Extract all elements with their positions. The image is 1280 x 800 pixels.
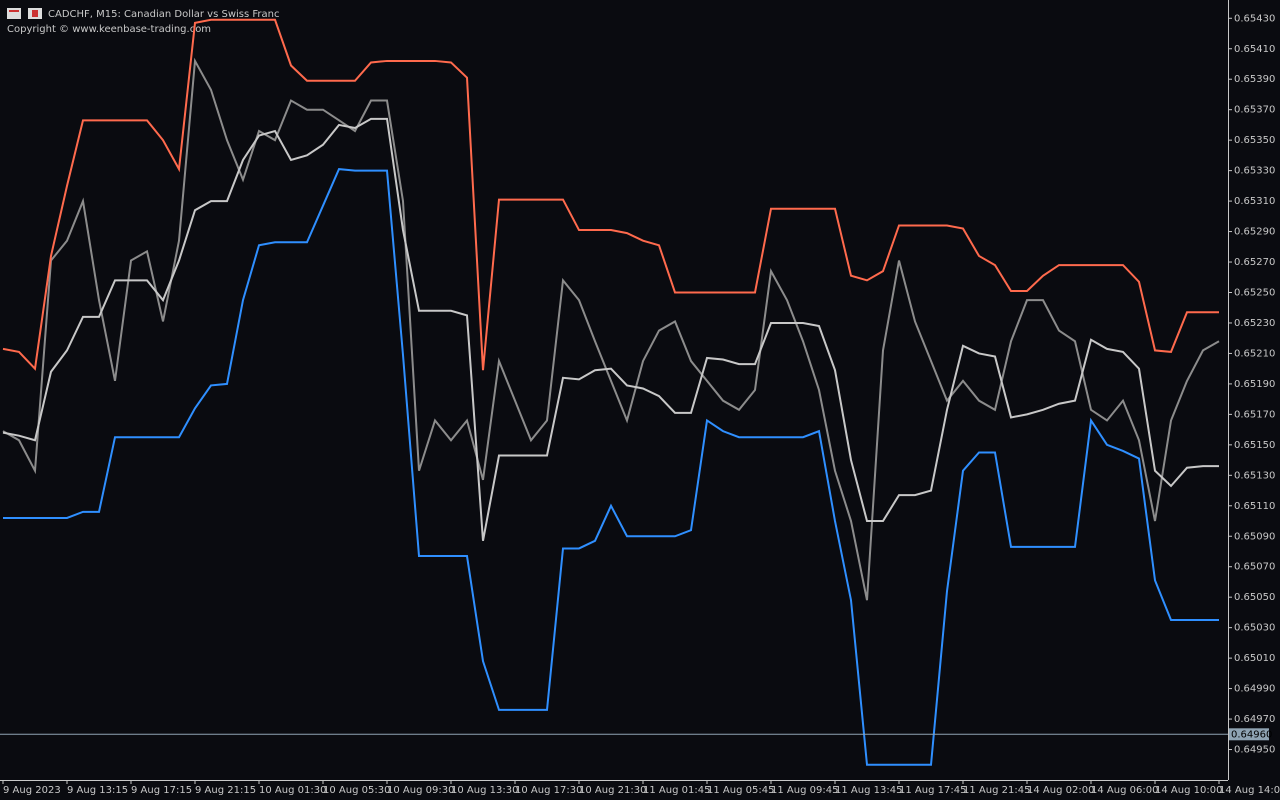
- x-tick-label: 14 Aug 14:00: [1219, 785, 1280, 796]
- y-tick-label: 0.65250: [1234, 288, 1275, 299]
- flag-icon: [7, 8, 21, 19]
- x-tick-label: 10 Aug 17:30: [515, 785, 582, 796]
- y-tick-label: 0.65170: [1234, 409, 1275, 420]
- y-tick-label: 0.65350: [1234, 135, 1275, 146]
- x-tick-label: 11 Aug 05:45: [707, 785, 774, 796]
- y-tick-label: 0.65190: [1234, 379, 1275, 390]
- series-line: [2, 57, 1220, 601]
- y-tick-label: 0.65290: [1234, 227, 1275, 238]
- y-tick-label: 0.65070: [1234, 562, 1275, 573]
- y-tick-label: 0.65390: [1234, 74, 1275, 85]
- price-label-box: [1229, 728, 1269, 741]
- y-tick-label: 0.64970: [1234, 714, 1275, 725]
- x-tick-label: 14 Aug 10:00: [1155, 785, 1222, 796]
- y-tick-label: 0.65010: [1234, 653, 1275, 664]
- x-tick-label: 14 Aug 06:00: [1091, 785, 1158, 796]
- x-tick-label: 11 Aug 09:45: [771, 785, 838, 796]
- series-line: [3, 168, 1219, 766]
- x-tick-label: 14 Aug 02:00: [1027, 785, 1094, 796]
- price-label: 0.64960: [1231, 729, 1272, 740]
- y-tick-label: 0.65230: [1234, 318, 1275, 329]
- series-line: [2, 18, 1219, 371]
- x-tick-label: 10 Aug 01:30: [259, 785, 326, 796]
- x-tick-label: 10 Aug 09:30: [387, 785, 454, 796]
- chart-title: CADCHF, M15: Canadian Dollar vs Swiss Fr…: [48, 9, 279, 20]
- flag-stripe: [9, 10, 19, 12]
- y-tick-label: 0.65050: [1234, 592, 1275, 603]
- x-tick-label: 11 Aug 17:45: [899, 785, 966, 796]
- y-tick-label: 0.65410: [1234, 44, 1275, 55]
- y-tick-label: 0.65430: [1234, 13, 1275, 24]
- x-tick-label: 10 Aug 21:30: [579, 785, 646, 796]
- y-tick-label: 0.65130: [1234, 470, 1275, 481]
- x-tick-label: 9 Aug 17:15: [131, 785, 192, 796]
- x-tick-label: 10 Aug 05:30: [323, 785, 390, 796]
- x-tick-label: 9 Aug 2023: [3, 785, 61, 796]
- y-tick-label: 0.65270: [1234, 257, 1275, 268]
- y-tick-label: 0.65090: [1234, 531, 1275, 542]
- x-tick-label: 11 Aug 21:45: [963, 785, 1030, 796]
- x-tick-label: 9 Aug 13:15: [67, 785, 128, 796]
- x-tick-label: 11 Aug 01:45: [643, 785, 710, 796]
- y-tick-label: 0.64990: [1234, 684, 1275, 695]
- x-tick-label: 10 Aug 13:30: [451, 785, 518, 796]
- y-tick-label: 0.65210: [1234, 348, 1275, 359]
- x-tick-label: 9 Aug 21:15: [195, 785, 256, 796]
- y-tick-label: 0.65330: [1234, 166, 1275, 177]
- y-tick-label: 0.65310: [1234, 196, 1275, 207]
- flag-cross: [32, 10, 38, 17]
- series-line: [2, 117, 1219, 542]
- y-tick-label: 0.64950: [1234, 745, 1275, 756]
- x-tick-label: 11 Aug 13:45: [835, 785, 902, 796]
- y-tick-label: 0.65110: [1234, 501, 1275, 512]
- y-tick-label: 0.65030: [1234, 623, 1275, 634]
- chart-subtitle: Copyright © www.keenbase-trading.com: [7, 24, 211, 35]
- y-tick-label: 0.65150: [1234, 440, 1275, 451]
- y-tick-label: 0.65370: [1234, 105, 1275, 116]
